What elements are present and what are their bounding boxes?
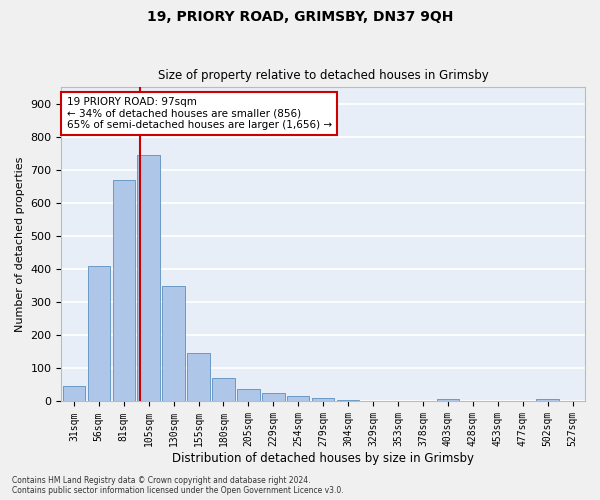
Bar xyxy=(237,389,260,402)
Bar xyxy=(212,378,235,402)
Bar xyxy=(362,401,384,402)
Bar xyxy=(337,400,359,402)
Bar xyxy=(163,286,185,402)
Bar xyxy=(88,266,110,402)
Bar xyxy=(287,396,310,402)
Bar xyxy=(536,399,559,402)
Bar xyxy=(437,399,459,402)
X-axis label: Distribution of detached houses by size in Grimsby: Distribution of detached houses by size … xyxy=(172,452,474,465)
Text: 19 PRIORY ROAD: 97sqm
← 34% of detached houses are smaller (856)
65% of semi-det: 19 PRIORY ROAD: 97sqm ← 34% of detached … xyxy=(67,97,332,130)
Text: 19, PRIORY ROAD, GRIMSBY, DN37 9QH: 19, PRIORY ROAD, GRIMSBY, DN37 9QH xyxy=(147,10,453,24)
Bar xyxy=(62,386,85,402)
Bar xyxy=(262,392,284,402)
Bar xyxy=(312,398,334,402)
Bar xyxy=(137,155,160,402)
Text: Contains HM Land Registry data © Crown copyright and database right 2024.
Contai: Contains HM Land Registry data © Crown c… xyxy=(12,476,344,495)
Bar xyxy=(113,180,135,402)
Title: Size of property relative to detached houses in Grimsby: Size of property relative to detached ho… xyxy=(158,69,488,82)
Bar xyxy=(187,352,210,402)
Y-axis label: Number of detached properties: Number of detached properties xyxy=(15,156,25,332)
